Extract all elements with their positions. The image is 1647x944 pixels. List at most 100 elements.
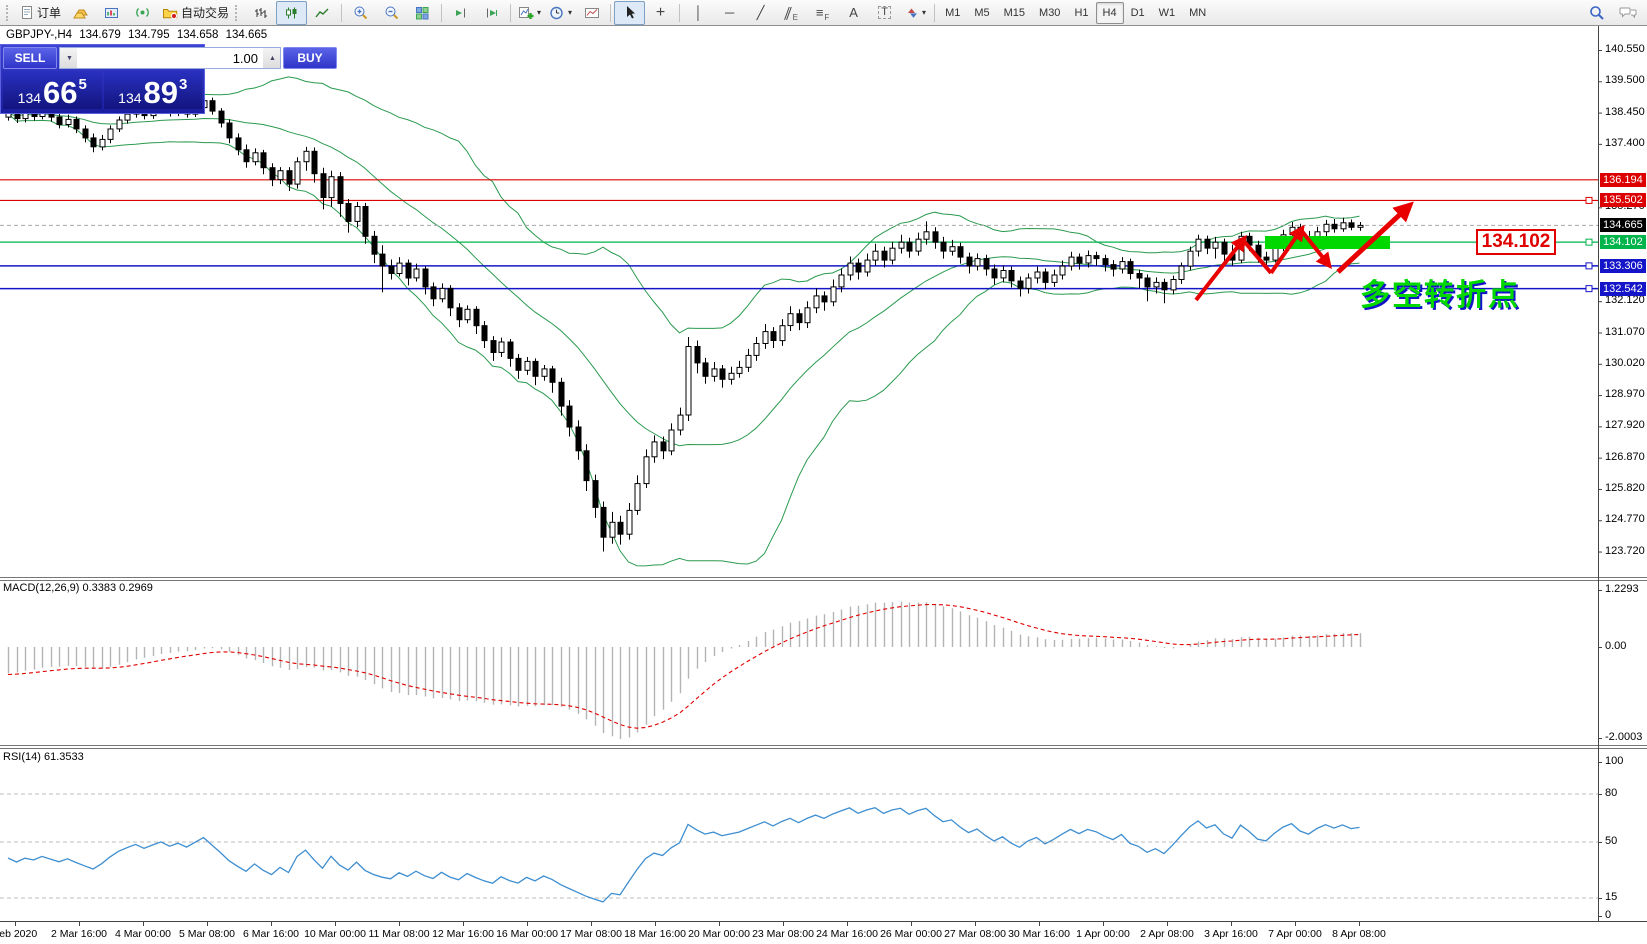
chart-shift-button[interactable] [445, 1, 476, 25]
text-label-icon: T [878, 6, 891, 19]
dropdown-arrow-icon: ▾ [922, 8, 927, 17]
quote-close: 134.665 [225, 29, 268, 41]
buy-price-main: 89 [143, 74, 178, 110]
zoom-in-button[interactable] [345, 1, 376, 25]
line-chart-icon [315, 8, 329, 17]
gold-ingot-icon [73, 9, 88, 18]
candlestick-chart-button[interactable] [276, 0, 308, 25]
cursor-tool-button[interactable] [614, 0, 646, 25]
crosshair-icon: + [655, 3, 666, 21]
new-order-button[interactable]: 订单 [16, 1, 65, 25]
dropdown-arrow-icon: ▾ [537, 8, 542, 17]
market-depth-button[interactable] [96, 1, 127, 25]
autotrade-button[interactable]: 自动交易 [158, 1, 233, 25]
zoom-out-button[interactable] [376, 1, 407, 25]
add-indicator-icon [519, 7, 534, 19]
zoom-out-icon [385, 6, 398, 19]
symbol-period-label: GBPJPY-,H4 [6, 29, 73, 41]
bar-chart-button[interactable] [245, 1, 276, 25]
timeframe-m30-button[interactable]: M30 [1039, 6, 1061, 19]
zoom-in-icon [354, 6, 367, 19]
trendline-icon: ╱ [756, 5, 765, 20]
sell-price-prefix: 134 [17, 89, 42, 106]
tile-windows-button[interactable] [407, 1, 438, 25]
auto-scroll-button[interactable] [476, 1, 507, 25]
templates-button[interactable] [576, 1, 607, 25]
buy-price-prefix: 134 [118, 89, 142, 106]
one-click-trading-panel: SELL ▼ ▲ BUY 134 66 5 134 89 3 [0, 44, 337, 114]
template-icon [584, 7, 599, 18]
timeframe-w1-button[interactable]: W1 [1158, 6, 1176, 19]
toolbar-separator [934, 3, 936, 22]
auto-scroll-icon [487, 8, 498, 17]
periods-button[interactable]: ▾ [545, 1, 576, 25]
toolbar-grip[interactable] [6, 4, 12, 21]
timeframe-m5-button[interactable]: M5 [974, 6, 990, 19]
fibonacci-tool-button[interactable]: ≡ F [807, 1, 838, 25]
sell-button[interactable]: SELL [3, 47, 57, 69]
indicators-button[interactable]: ▾ [514, 1, 545, 25]
volume-box: ▼ ▲ [59, 47, 281, 69]
channel-sub-label: E [792, 12, 798, 22]
quote-low: 134.658 [176, 29, 219, 41]
price-level-tag[interactable]: 134.102 [1476, 229, 1556, 255]
sell-price-main: 66 [43, 74, 78, 110]
toolbar-grip[interactable] [235, 4, 241, 21]
arrow-objects-icon [908, 8, 918, 18]
new-order-label: 订单 [37, 6, 62, 20]
market-depth-icon [105, 7, 119, 18]
arrows-tool-button[interactable]: ▾ [900, 1, 931, 25]
volume-input[interactable] [77, 48, 263, 68]
toolbar-separator [441, 3, 443, 22]
timeframe-h1-button[interactable]: H1 [1074, 6, 1089, 19]
horizontal-line-tool-button[interactable]: ─ [714, 1, 745, 25]
timeframe-mn-button[interactable]: MN [1189, 6, 1207, 19]
volume-decrease-button[interactable]: ▼ [60, 48, 77, 68]
crosshair-tool-button[interactable]: + [645, 1, 676, 25]
dropdown-arrow-icon: ▾ [568, 8, 573, 17]
community-button[interactable] [1612, 1, 1643, 25]
fibonacci-sub-label: F [824, 12, 830, 22]
signals-button[interactable] [127, 1, 158, 25]
gold-button[interactable] [65, 1, 96, 25]
fibonacci-icon: ≡ [815, 5, 824, 20]
toolbar-separator [341, 3, 343, 22]
buy-button[interactable]: BUY [283, 47, 337, 69]
new-order-icon [22, 6, 32, 19]
clock-icon [550, 6, 563, 19]
line-chart-button[interactable] [307, 1, 338, 25]
timeframe-m15-button[interactable]: M15 [1003, 6, 1026, 19]
autotrade-label: 自动交易 [181, 6, 230, 20]
text-tool-button[interactable]: A [838, 1, 869, 25]
timeframe-d1-button[interactable]: D1 [1130, 6, 1145, 19]
cursor-icon [626, 6, 635, 19]
autotrade-icon [163, 9, 178, 20]
chart-shift-icon [456, 8, 466, 17]
search-button[interactable] [1581, 1, 1612, 25]
toolbar-separator [679, 3, 681, 22]
label-tool-button[interactable]: T [869, 1, 900, 25]
vertical-line-tool-button[interactable]: │ [683, 1, 714, 25]
quote-high: 134.795 [128, 29, 170, 41]
channel-tool-button[interactable]: ∥ E [776, 1, 807, 25]
tile-windows-icon [416, 6, 429, 19]
timeframe-m1-button[interactable]: M1 [945, 6, 961, 19]
candlestick-chart-icon [286, 7, 297, 18]
volume-increase-button[interactable]: ▲ [263, 48, 280, 68]
trendline-tool-button[interactable]: ╱ [745, 1, 776, 25]
timeframe-h4-button[interactable]: H4 [1095, 1, 1124, 24]
toolbar-separator [510, 3, 512, 22]
buy-price-display[interactable]: 134 89 3 [103, 71, 202, 110]
turning-point-annotation: 多空转折点 [1360, 279, 1520, 312]
search-icon [1589, 5, 1604, 20]
text-icon: A [849, 5, 858, 20]
buy-price-pipette: 3 [179, 76, 188, 93]
vertical-line-icon: │ [694, 5, 703, 20]
toolbar-separator [610, 3, 612, 22]
sell-price-display[interactable]: 134 66 5 [3, 71, 102, 109]
signal-icon [136, 8, 149, 17]
chart-quote-line: GBPJPY-,H4 134.679 134.795 134.658 134.6… [6, 29, 271, 41]
bar-chart-icon [255, 7, 268, 18]
